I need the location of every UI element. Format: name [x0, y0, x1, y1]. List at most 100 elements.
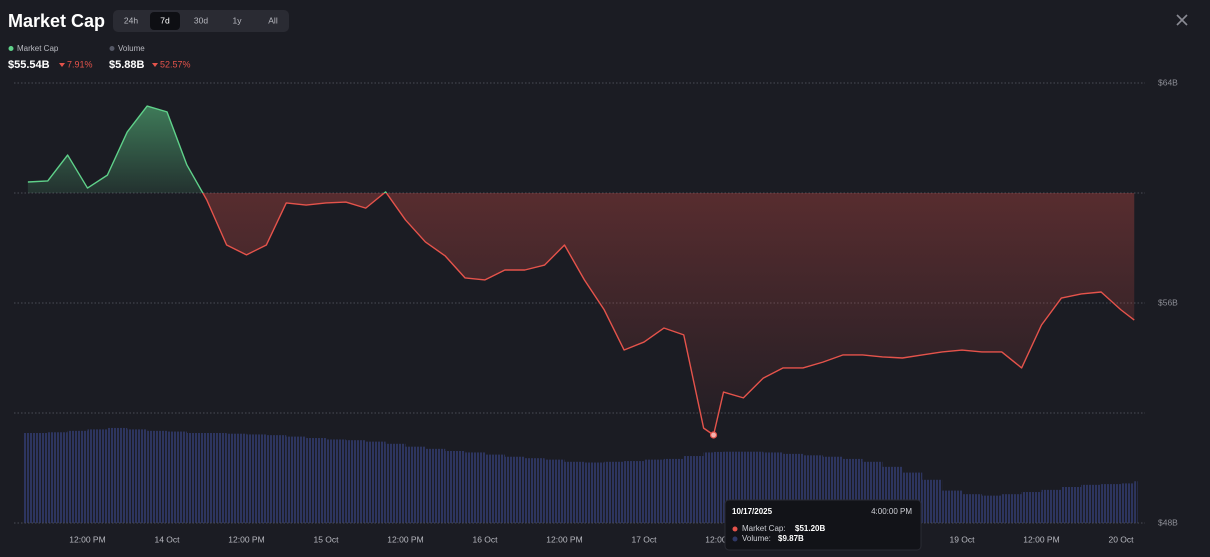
volume-change: 52.57%: [160, 59, 191, 69]
chart-title: Market Cap: [8, 11, 105, 31]
tooltip-box: [724, 499, 922, 551]
tooltip-marker: [732, 526, 738, 532]
legend-label: Volume: [118, 44, 145, 53]
tab-label: All: [268, 15, 278, 25]
x-tick-label: 12:00 PM: [546, 534, 582, 544]
volume-bar: [485, 454, 505, 523]
volume-bar: [1021, 492, 1042, 523]
volume-bar: [1041, 489, 1062, 523]
tooltip-marker: [732, 536, 738, 542]
tooltip: 10/17/2025 4:00:00 PM Market Cap: $51.20…: [724, 499, 922, 551]
volume-bar: [683, 456, 704, 523]
volume-bar: [107, 427, 128, 523]
volume-bar: [326, 439, 346, 523]
volume-bar: [425, 448, 446, 523]
tooltip-value: $9.87B: [778, 534, 804, 543]
volume-bar: [1061, 487, 1082, 523]
volume-bar: [465, 452, 485, 523]
volume-bar: [663, 458, 684, 523]
hover-point: [709, 431, 718, 439]
volume-bar: [544, 459, 565, 523]
volume-bar: [1081, 484, 1102, 523]
tooltip-date: 10/17/2025: [732, 507, 773, 516]
tooltip-value: $51.20B: [795, 524, 825, 533]
y-tick-label: $64B: [1158, 77, 1178, 87]
tab[interactable]: All: [268, 15, 278, 25]
volume-bar: [624, 461, 644, 523]
x-tick-label: 12:00 PM: [705, 534, 741, 544]
volume-bar: [981, 495, 1002, 523]
volume-bar: [524, 458, 545, 523]
volume-bar: [405, 446, 426, 523]
volume-bar: [445, 451, 466, 523]
volume-bar: [345, 440, 366, 523]
volume-bar: [385, 443, 406, 523]
volume-bar: [584, 462, 605, 523]
x-tick-label: 17 Oct: [631, 534, 657, 544]
volume-bar: [24, 433, 48, 523]
volume-bar: [1121, 483, 1135, 523]
tab[interactable]: 30d: [194, 15, 208, 25]
tab[interactable]: 7d: [150, 12, 180, 30]
volume-bar: [167, 431, 187, 523]
volume-bar: [286, 436, 307, 523]
volume-bar: [1101, 484, 1121, 523]
tab-active-bg: [150, 12, 180, 30]
volume-bar: [1001, 494, 1022, 523]
volume-bar: [226, 433, 247, 523]
x-tick-label: 15 Oct: [313, 534, 339, 544]
volume-bar: [266, 435, 287, 523]
tab[interactable]: 24h: [124, 15, 138, 25]
line-down: [202, 193, 1135, 436]
x-tick-label: 19 Oct: [949, 534, 975, 544]
tab-label: 24h: [124, 15, 138, 25]
legend-marker: [109, 46, 115, 51]
volume-bar: [644, 459, 664, 523]
tab[interactable]: 1y: [233, 15, 243, 25]
volume-value: $5.88B: [109, 59, 145, 71]
volume-bar: [87, 429, 108, 523]
x-tick-label: 12:00 PM: [69, 534, 105, 544]
tooltip-label: Market Cap:: [742, 524, 786, 533]
volume-bar: [604, 461, 625, 523]
volume-bar: [306, 438, 326, 523]
volume-bar: [564, 461, 585, 523]
x-tick-label: 14 Oct: [154, 534, 180, 544]
market-cap-value: $55.54B: [8, 59, 50, 71]
tooltip-time: 4:00:00 PM: [871, 507, 912, 516]
legend-marker: [8, 46, 14, 51]
volume-bar: [186, 433, 207, 523]
area-down: [27, 193, 1135, 435]
x-tick-label: 12:00 PM: [228, 534, 264, 544]
x-tick-label: 12:00 PM: [387, 534, 423, 544]
tab-label: 1y: [233, 15, 243, 25]
volume-bar: [147, 430, 167, 523]
volume-bar: [962, 494, 982, 523]
y-tick-label: $56B: [1158, 297, 1178, 307]
volume-bar: [922, 479, 943, 523]
tab-label: 30d: [194, 15, 208, 25]
x-tick-label: 12:00 PM: [1023, 534, 1059, 544]
y-tick-label: $48B: [1158, 517, 1178, 527]
volume-bar: [504, 456, 525, 523]
down-arrow: [152, 63, 158, 67]
volume-bar: [206, 433, 227, 523]
tooltip-label: Volume:: [742, 534, 771, 543]
x-tick-label: 16 Oct: [472, 534, 498, 544]
volume-bar: [127, 429, 148, 523]
volume-bar: [703, 452, 714, 523]
volume-bar: [47, 432, 68, 523]
volume-bar: [713, 451, 724, 523]
volume-bar: [942, 490, 962, 523]
legend-label: Market Cap: [17, 44, 59, 53]
market-cap-change: 7.91%: [67, 59, 93, 69]
volume-bar: [67, 430, 88, 523]
volume-bar: [365, 441, 386, 523]
close-button[interactable]: [1176, 14, 1188, 26]
tab-label: 7d: [160, 15, 170, 25]
area-up: [27, 106, 1135, 193]
volume-bar: [246, 434, 267, 523]
volume-bar: [1134, 481, 1138, 523]
